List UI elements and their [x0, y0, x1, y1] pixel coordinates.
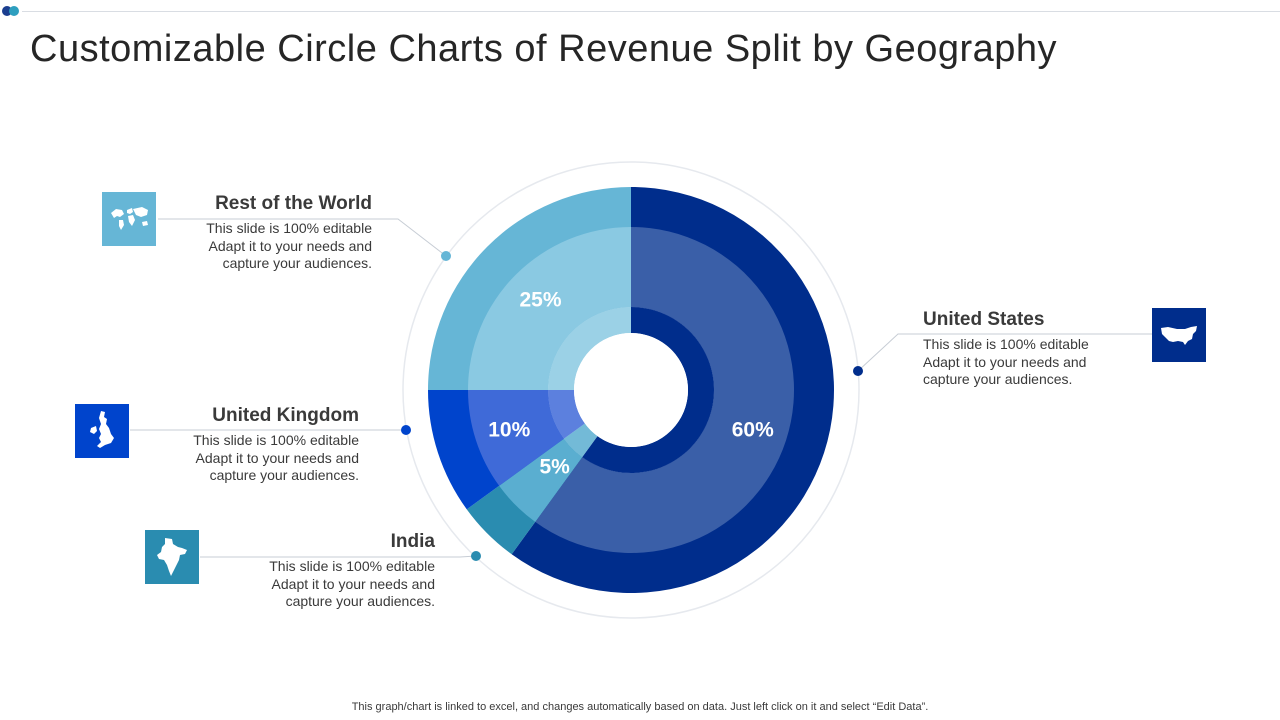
label-line: capture your audiences.: [923, 371, 1073, 387]
data-label-india: 5%: [539, 455, 570, 478]
label-rest-of-world: Rest of the World This slide is 100% edi…: [112, 193, 372, 273]
label-line: This slide is 100% editable: [193, 432, 359, 448]
data-label-rest-of-world: 25%: [519, 288, 561, 311]
label-line: This slide is 100% editable: [923, 336, 1089, 352]
label-united-kingdom: United Kingdom This slide is 100% editab…: [99, 405, 359, 485]
chart-center-hole: [574, 333, 688, 447]
data-label-united-states: 60%: [732, 419, 774, 442]
label-line: Adapt it to your needs and: [195, 449, 359, 466]
connector-dot: [441, 251, 451, 261]
donut-slice-inner-united-states: [535, 227, 794, 554]
label-line: Adapt it to your needs and: [923, 353, 1087, 370]
connector-dot: [471, 551, 481, 561]
label-line: Adapt it to your needs and: [271, 575, 435, 592]
donut-core-band-united-kingdom: [548, 390, 585, 439]
label-heading: Rest of the World: [215, 193, 372, 214]
india-map-icon: [145, 530, 199, 584]
footer-note: This graph/chart is linked to excel, and…: [351, 701, 929, 713]
label-line: capture your audiences.: [285, 593, 435, 609]
connector-line: [158, 218, 447, 257]
label-line: Adapt it to your needs and: [208, 237, 372, 254]
label-line: This slide is 100% editable: [269, 558, 435, 574]
label-india: India This slide is 100% editable Adapt …: [175, 531, 435, 611]
world-map-icon: [102, 192, 156, 246]
connector-dot: [401, 425, 411, 435]
label-heading: India: [390, 531, 435, 552]
donut-slice-inner-rest-of-world: [468, 227, 631, 390]
donut-core-band-united-states: [582, 307, 715, 473]
label-united-states: United States This slide is 100% editabl…: [923, 309, 1183, 389]
donut-core-band-india: [563, 423, 598, 458]
connector-line: [200, 555, 477, 558]
donut-core-band-rest-of-world: [548, 307, 631, 390]
label-line: capture your audiences.: [222, 255, 372, 271]
chart-outer-ring: [402, 161, 860, 619]
label-line: This slide is 100% editable: [206, 220, 372, 236]
donut-slice-inner-india: [499, 438, 583, 522]
label-line: capture your audiences.: [209, 467, 359, 483]
usa-map-icon: [1152, 308, 1206, 362]
top-divider: [22, 11, 1280, 12]
page-title: Customizable Circle Charts of Revenue Sp…: [30, 28, 1058, 70]
label-heading: United Kingdom: [212, 405, 359, 426]
data-label-united-kingdom: 10%: [488, 419, 530, 442]
donut-slice-inner-united-kingdom: [468, 390, 564, 486]
decor-dot: [2, 6, 12, 16]
decor-dot: [9, 6, 19, 16]
connector-line: [857, 333, 1152, 372]
label-heading: United States: [923, 309, 1045, 330]
uk-map-icon: [75, 404, 129, 458]
connector-dot: [853, 366, 863, 376]
